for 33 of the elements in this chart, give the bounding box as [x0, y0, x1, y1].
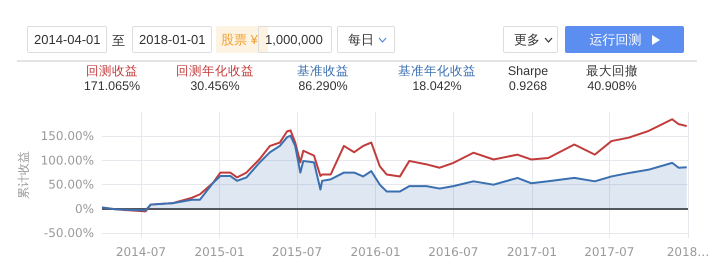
- x-tick-label: 2014-07: [116, 245, 166, 259]
- y-axis-title: 累计收益: [16, 151, 31, 199]
- y-tick-label: 0%: [74, 202, 94, 216]
- date-field: 2014-04-01: [27, 26, 107, 53]
- date-field: 2018-01-01: [132, 26, 212, 53]
- text: 40.908%: [586, 79, 638, 94]
- x-tick-label: 2017-07: [584, 245, 634, 259]
- text: 回测年化收益: [175, 64, 255, 79]
- y-tick-label: -50.00%: [44, 226, 94, 240]
- text: 至: [112, 33, 125, 48]
- frequency-dropdown: 每日: [337, 26, 395, 53]
- y-tick-label: 50.00%: [48, 178, 94, 192]
- x-tick-label: 2016-01: [350, 245, 401, 259]
- text: 基准年化收益: [397, 64, 477, 79]
- text: Sharpe: [508, 64, 548, 78]
- text: 30.456%: [189, 79, 241, 94]
- text: 0.9268: [508, 79, 548, 94]
- x-tick-label: 2018…: [666, 245, 710, 259]
- text: 最大回撤: [585, 64, 639, 79]
- x-tick-label: 2017-01: [506, 245, 558, 259]
- x-tick-label: 2016-07: [428, 245, 478, 259]
- x-tick-label: 2015-07: [272, 245, 322, 259]
- text: 基准收益: [296, 64, 350, 79]
- more-dropdown: 更多: [503, 26, 558, 53]
- run-button: 运行回测: [565, 26, 684, 53]
- text: 18.042%: [411, 79, 463, 94]
- text: 171.065%: [82, 79, 142, 94]
- y-tick-label: 100.00%: [40, 153, 94, 168]
- x-tick-label: 2015-01: [194, 245, 245, 259]
- text: 86.290%: [297, 79, 349, 94]
- text: 回测收益: [85, 64, 139, 79]
- y-tick-label: 150.00%: [40, 129, 94, 144]
- amount-field: 1,000,000: [258, 26, 332, 53]
